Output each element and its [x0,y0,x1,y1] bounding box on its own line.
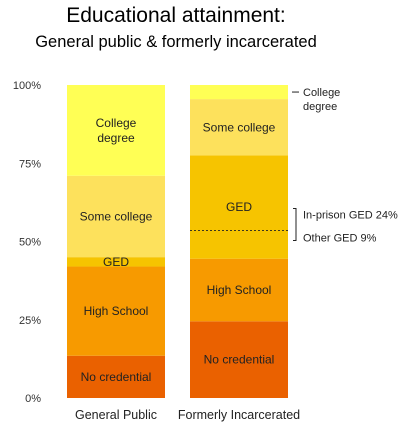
bar-segment-some-college [190,99,288,156]
chart-subtitle: General public & formerly incarcerated [35,33,317,51]
bar-segment-label: No credential [204,353,275,367]
category-label: Formerly Incarcerated [178,408,300,422]
ged-bracket [293,208,297,242]
college-degree-annotation: College degree [303,87,340,113]
y-tick-label: 25% [19,315,41,327]
bar-segment-some-college [67,175,165,258]
other-ged-annotation: Other GED 9% [303,233,377,245]
bar-segment-label: No credential [81,370,152,384]
bar-segment-label: Some college [80,209,153,223]
bar-segment-college-degree [190,85,288,100]
stacked-bars: No credential High School GED Some college C… [67,85,300,422]
bar-segment-label: GED [226,200,252,214]
bar-segment-high-school [190,258,288,322]
in-prison-ged-annotation: In-prison GED 24% [303,210,398,222]
y-axis: 0% 25% 50% 75% 100% [13,80,41,405]
y-tick-label: 50% [19,237,41,249]
bar-segment-college-degree [67,85,165,176]
annotations: College degree In-prison GED 24% Other GED … [190,87,398,245]
chart-title: Educational attainment: [66,4,285,27]
y-tick-label: 0% [25,393,41,405]
bar-segment-label: GED [103,255,129,269]
bar-segment-label: High School [84,304,149,318]
bar-segment-no-credential [67,355,165,398]
bar-segment-ged [67,257,165,267]
bar-segment-no-credential [190,321,288,398]
bar-segment-label: High School [207,283,272,297]
y-tick-label: 100% [13,80,41,92]
bar-segment-ged [190,155,288,259]
category-label: General Public [75,408,157,422]
bar-segment-label: College degree [96,116,137,145]
bar-segment-high-school [67,266,165,356]
bar-segment-label: Some college [203,120,276,134]
y-tick-label: 75% [19,158,41,170]
